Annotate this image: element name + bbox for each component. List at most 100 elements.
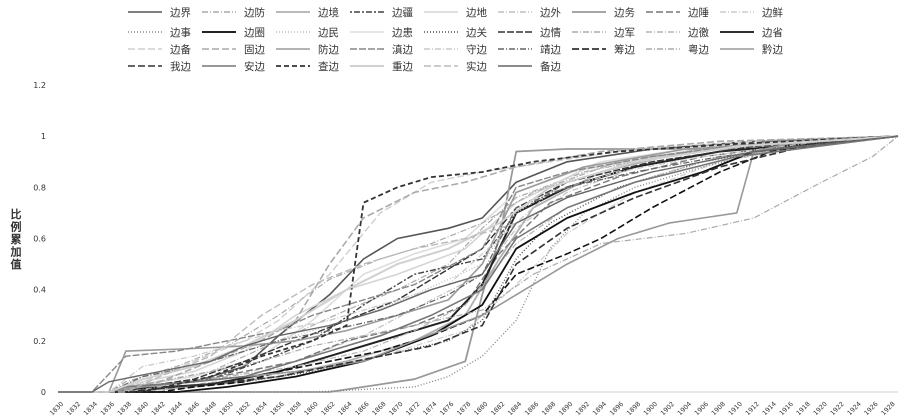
x-tick-label: 1926 — [863, 400, 880, 417]
x-tick-label: 1890 — [557, 400, 574, 417]
series-line — [58, 135, 899, 393]
series-line — [58, 135, 899, 393]
x-tick-label: 1904 — [676, 400, 693, 417]
x-tick-label: 1874 — [421, 400, 438, 417]
x-tick-label: 1900 — [642, 400, 659, 417]
legend-label: 滇边 — [392, 43, 413, 56]
series-line — [58, 135, 899, 393]
legend-item: 边鲜 — [720, 6, 783, 19]
legend-item: 边境 — [276, 6, 339, 19]
x-tick-label: 1918 — [795, 400, 812, 417]
legend-item: 边防 — [202, 6, 265, 19]
legend-label: 守边 — [466, 43, 487, 56]
y-axis-label: 比例累加值 — [10, 207, 22, 271]
x-tick-label: 1860 — [303, 400, 320, 417]
series-line — [58, 135, 899, 393]
series-line — [58, 135, 899, 393]
legend-item: 边外 — [498, 7, 561, 19]
y-axis: 0 0.2 0.4 0.6 0.8 1 1.2 — [33, 81, 46, 397]
legend-label: 边圈 — [244, 27, 265, 39]
x-tick-label: 1922 — [829, 400, 846, 417]
series-line — [58, 135, 899, 393]
legend-label: 边军 — [614, 27, 635, 39]
legend-item: 边省 — [720, 26, 783, 39]
legend-item: 边军 — [572, 27, 635, 39]
legend-label: 固边 — [244, 44, 265, 56]
series-line — [58, 135, 899, 393]
x-tick-label: 1830 — [48, 400, 65, 417]
y-tick-label: 0.8 — [33, 183, 46, 192]
series-line — [58, 135, 899, 393]
series-line — [58, 135, 899, 393]
x-tick-label: 1834 — [82, 400, 99, 417]
legend-label: 粤边 — [688, 43, 709, 56]
legend-label: 我边 — [170, 61, 191, 73]
x-tick-label: 1916 — [778, 400, 795, 417]
series-line — [58, 135, 899, 393]
legend-item: 边圈 — [202, 27, 265, 39]
series-line — [58, 135, 899, 393]
series-line — [58, 135, 899, 393]
x-tick-label: 1880 — [472, 400, 489, 417]
legend-item: 边务 — [572, 6, 635, 19]
legend-label: 边备 — [170, 43, 191, 56]
x-tick-label: 1912 — [744, 400, 761, 417]
legend-label: 边境 — [318, 6, 339, 19]
legend-item: 边事 — [128, 26, 191, 39]
series-line — [58, 135, 899, 393]
legend-label: 边民 — [318, 27, 339, 39]
x-tick-label: 1896 — [608, 400, 625, 417]
legend-item: 重边 — [350, 60, 413, 73]
legend-label: 边事 — [170, 26, 191, 39]
legend-item: 防边 — [276, 43, 339, 56]
legend-label: 安边 — [244, 60, 265, 73]
series-line — [58, 135, 899, 393]
y-tick-label: 0.4 — [33, 286, 46, 295]
x-tick-label: 1892 — [574, 400, 591, 417]
legend-label: 备边 — [540, 60, 561, 73]
x-tick-label: 1866 — [353, 400, 370, 417]
legend-label: 靖边 — [540, 43, 561, 56]
legend-label: 筹边 — [614, 43, 635, 56]
x-tick-label: 1894 — [591, 400, 608, 417]
legend-label: 边务 — [614, 6, 635, 19]
series-line — [58, 135, 899, 393]
x-tick-label: 1884 — [506, 400, 523, 417]
x-tick-label: 1838 — [116, 400, 133, 417]
x-tick-label: 1848 — [201, 400, 218, 417]
legend-label: 边陲 — [688, 6, 709, 19]
legend-label: 边疆 — [392, 7, 413, 19]
x-tick-label: 1910 — [727, 400, 744, 417]
x-tick-label: 1850 — [218, 400, 235, 417]
series-line — [58, 135, 899, 393]
legend-item: 边情 — [498, 26, 561, 39]
legend-label: 边鲜 — [762, 6, 783, 19]
series-line — [58, 135, 899, 393]
x-tick-label: 1832 — [65, 400, 82, 417]
x-tick-label: 1928 — [880, 400, 897, 417]
legend-item: 边备 — [128, 43, 191, 56]
legend-item: 边界 — [128, 7, 191, 19]
legend-label: 边徼 — [688, 26, 709, 39]
series-line — [58, 135, 899, 393]
x-tick-label: 1898 — [625, 400, 642, 417]
legend-label: 边界 — [170, 7, 191, 19]
legend-label: 实边 — [466, 60, 487, 73]
legend-item: 筹边 — [572, 43, 635, 56]
legend-item: 我边 — [128, 61, 191, 73]
series-line — [58, 135, 899, 393]
legend-label: 边地 — [466, 6, 487, 19]
series-line — [58, 135, 899, 393]
legend-item: 实边 — [424, 60, 487, 73]
x-tick-label: 1908 — [710, 400, 727, 417]
x-tick-label: 1920 — [812, 400, 829, 417]
legend-item: 边地 — [424, 6, 487, 19]
x-tick-label: 1856 — [269, 400, 286, 417]
series-line — [58, 135, 899, 393]
legend-label: 重边 — [392, 60, 413, 73]
y-tick-label: 1 — [41, 132, 46, 141]
x-tick-label: 1906 — [693, 400, 710, 417]
legend-item: 边徼 — [646, 26, 709, 39]
legend-item: 滇边 — [350, 43, 413, 56]
